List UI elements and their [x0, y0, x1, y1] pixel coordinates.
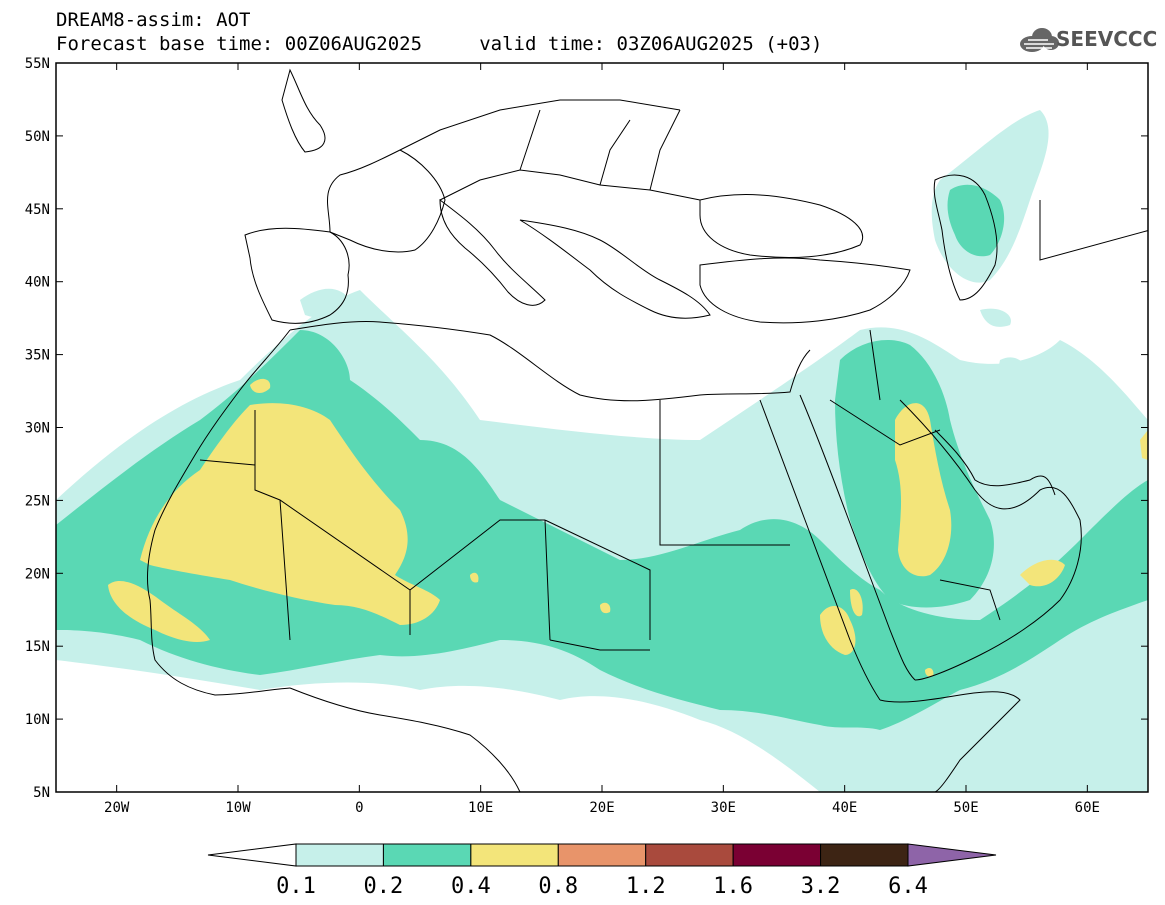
map-panel: 55N 50N 45N 40N 35N 30N 25N 20N 15N 10N 5N 20W 10W 0…	[25, 56, 1149, 816]
red-sea-east	[799, 394, 916, 681]
colorbar-label: 3.2	[801, 874, 841, 899]
north-africa-coast	[289, 321, 811, 402]
europe-borders	[399, 99, 701, 201]
west-africa-coast	[147, 329, 291, 696]
red-sea-west	[759, 399, 881, 701]
lon-tick-label: 0	[355, 800, 363, 816]
colorbar-box	[645, 843, 734, 867]
colorbar-label: 0.8	[538, 874, 578, 899]
lat-tick-label: 30N	[25, 421, 50, 437]
colorbar-under-triangle	[207, 843, 297, 867]
middle-east-borders	[829, 200, 1148, 621]
colorbar-box	[557, 843, 647, 867]
arabia-coast	[899, 399, 1082, 681]
colorbar: 0.1 0.2 0.4 0.8 1.2 1.6 3.2 6.4	[207, 843, 997, 899]
lat-tick-label: 25N	[25, 493, 50, 509]
lon-tick-label: 60E	[1075, 800, 1100, 816]
lon-tick-label: 20E	[589, 800, 614, 816]
lat-tick-label: 40N	[25, 275, 50, 291]
latitude-axis: 55N 50N 45N 40N 35N 30N 25N 20N 15N 10N 5N	[25, 56, 1148, 801]
colorbar-label: 1.2	[626, 874, 666, 899]
balkans-coast	[519, 219, 711, 319]
lat-tick-label: 50N	[25, 129, 50, 145]
lon-tick-label: 50E	[953, 800, 978, 816]
sahara-borders	[199, 400, 790, 651]
colorbar-label: 6.4	[888, 874, 928, 899]
colorbar-box	[295, 843, 384, 867]
colorbar-box	[470, 843, 559, 867]
logo-text: SEEVCCC	[1056, 27, 1158, 51]
lat-tick-label: 20N	[25, 566, 50, 582]
colorbar-label: 1.6	[713, 874, 753, 899]
map-title: DREAM8-assim: AOT	[56, 9, 251, 31]
lat-tick-label: 45N	[25, 202, 50, 218]
longitude-axis: 20W 10W 0 10E 20E 30E 40E 50E 60E	[104, 63, 1100, 816]
persian-gulf	[934, 429, 1056, 496]
gulf-guinea	[289, 687, 521, 792]
lon-tick-label: 10E	[468, 800, 493, 816]
france-coast	[327, 149, 446, 253]
lat-tick-label: 15N	[25, 639, 50, 655]
lat-tick-label: 35N	[25, 348, 50, 364]
colorbar-box	[732, 843, 822, 867]
black-sea	[699, 194, 863, 258]
italy-coast	[439, 198, 546, 306]
colorbar-label: 0.2	[364, 874, 404, 899]
lon-tick-label: 10W	[225, 800, 251, 816]
colorbar-label: 0.1	[276, 874, 316, 899]
forecast-times: Forecast base time: 00Z06AUG2025 valid t…	[56, 33, 823, 55]
iberia-coast	[244, 227, 350, 324]
colorbar-box	[382, 843, 472, 867]
lon-tick-label: 40E	[832, 800, 857, 816]
colorbar-over-triangle	[907, 843, 997, 867]
aot-level-0.4	[108, 378, 1148, 677]
colorbar-label: 0.4	[451, 874, 491, 899]
lat-tick-label: 10N	[25, 712, 50, 728]
lat-tick-label: 5N	[33, 785, 50, 801]
lon-tick-label: 30E	[711, 800, 736, 816]
turkey-coast	[699, 257, 911, 324]
caspian-sea	[933, 174, 998, 301]
aot-field	[56, 110, 1148, 792]
lon-tick-label: 20W	[104, 800, 130, 816]
cloud-logo-icon	[1020, 28, 1059, 52]
britain-coast	[281, 68, 326, 153]
lat-tick-label: 55N	[25, 56, 50, 72]
horn-africa	[879, 691, 1021, 792]
colorbar-box	[820, 843, 909, 867]
coastlines-borders	[147, 68, 1148, 792]
